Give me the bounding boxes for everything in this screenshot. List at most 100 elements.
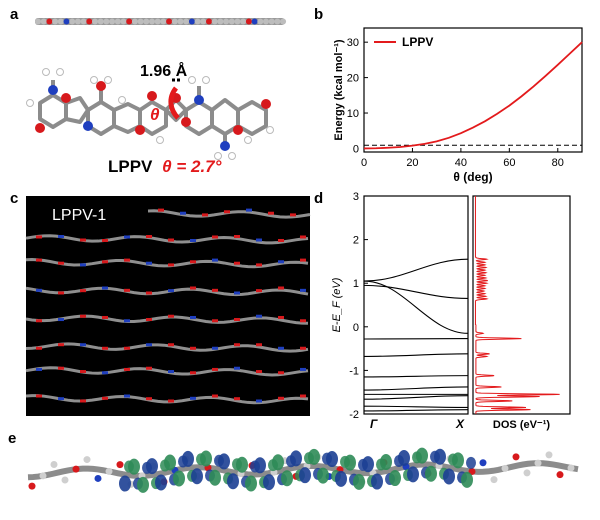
orbital-lobe <box>398 450 410 467</box>
heteroatom-mark <box>36 258 42 262</box>
side-view-atom <box>234 18 241 25</box>
orbital-lobe <box>146 458 158 475</box>
heteroatom-mark <box>168 399 174 403</box>
orbital-lobe <box>380 454 392 471</box>
orbital-lobe <box>290 450 302 467</box>
heteroatom-mark <box>146 366 152 370</box>
heteroatom-mark <box>80 343 86 347</box>
polymer-backbone <box>25 342 309 353</box>
atom <box>72 465 80 473</box>
atom <box>545 451 553 459</box>
side-view-atom <box>143 18 150 25</box>
orbital-lobe <box>389 470 401 487</box>
side-view-atom <box>131 18 138 25</box>
atom <box>479 459 487 467</box>
heteroatom-mark <box>234 343 240 347</box>
polymer-backbone <box>25 314 309 325</box>
heteroatom-mark <box>278 315 284 319</box>
side-view-atom <box>137 18 144 25</box>
heteroatom-mark <box>256 238 262 242</box>
heteroatom-mark <box>278 346 284 350</box>
heteroatom-mark <box>190 286 196 290</box>
heteroatom-mark <box>168 263 174 267</box>
heteroatom-mark <box>36 394 42 398</box>
orbital-lobe <box>155 474 167 491</box>
orbital-lobe <box>434 448 446 465</box>
side-view-atom <box>126 18 133 25</box>
side-view-atom <box>160 18 167 25</box>
hydrogen-atom <box>42 68 50 76</box>
band-line <box>363 386 469 391</box>
heteroatom-mark <box>168 289 174 293</box>
heteroatom-mark <box>212 288 218 292</box>
heteroatom-mark <box>58 291 64 295</box>
atom <box>523 469 531 477</box>
orbital-lobe <box>344 454 356 471</box>
heteroatom-mark <box>190 396 196 400</box>
band-line <box>363 395 469 400</box>
heteroatom-mark <box>300 394 306 398</box>
heteroatom-mark <box>234 318 240 322</box>
y-tick-label: 0 <box>353 143 359 155</box>
atom <box>490 476 498 484</box>
orbital-lobe <box>281 470 293 487</box>
y-tick-label: 30 <box>347 37 359 49</box>
orbital-lobe <box>452 452 464 469</box>
hydrogen-atom <box>156 136 164 144</box>
oxygen-atom <box>181 117 191 127</box>
side-view-atom <box>177 18 184 25</box>
y-tick-label: 20 <box>347 73 359 85</box>
orbital-lobe <box>416 447 428 464</box>
side-view-atom <box>114 18 121 25</box>
band-frame <box>363 195 469 415</box>
x-tick-label: 80 <box>552 157 564 169</box>
x-tick-label-x: X <box>455 417 465 431</box>
hydrogen-atom <box>188 76 196 84</box>
side-view-atom <box>166 18 173 25</box>
heteroatom-mark <box>124 394 130 398</box>
heteroatom-mark <box>124 235 130 239</box>
theta-arc <box>168 86 180 120</box>
y-tick-label: 0 <box>353 322 359 334</box>
band-line <box>363 405 469 409</box>
heteroatom-mark <box>300 367 306 371</box>
side-view-atom <box>188 18 195 25</box>
heteroatom-mark <box>234 366 240 370</box>
orbital-lobe <box>191 468 203 485</box>
orbital-lobe <box>299 467 311 484</box>
x-tick-label: 0 <box>361 157 367 169</box>
orbital-lobe <box>200 450 212 467</box>
heteroatom-mark <box>212 258 218 262</box>
side-view-atom <box>251 18 258 25</box>
heteroatom-mark <box>256 289 262 293</box>
side-view-atom <box>35 18 41 25</box>
heteroatom-mark <box>80 289 86 293</box>
molecule-caption: LPPV θ = 2.7° <box>108 157 222 176</box>
heteroatom-mark <box>146 261 152 265</box>
side-view-atom <box>57 18 64 25</box>
heteroatom-mark <box>58 397 64 401</box>
orbital-lobe <box>353 473 365 490</box>
heteroatom-mark <box>290 213 296 217</box>
y-axis-label: Energy (kcal mol⁻¹) <box>333 39 345 141</box>
side-view-atom <box>183 18 190 25</box>
heteroatom-mark <box>102 396 108 400</box>
bond-length-label: 1.96 Å <box>140 61 188 80</box>
oxygen-atom <box>61 93 71 103</box>
oxygen-atom <box>135 125 145 135</box>
side-view-atom <box>194 18 201 25</box>
hydrogen-atom <box>118 96 126 104</box>
theta-label: θ <box>150 105 160 124</box>
orbital-lobe <box>362 456 374 473</box>
hydrogen-atom <box>56 68 64 76</box>
hydrogen-atom <box>214 152 222 160</box>
side-view-atom <box>69 18 76 25</box>
nitrogen-atom <box>48 85 58 95</box>
heteroatom-mark <box>190 371 196 375</box>
heteroatom-mark <box>190 238 196 242</box>
heteroatom-mark <box>190 260 196 264</box>
oxygen-atom <box>147 91 157 101</box>
heteroatom-mark <box>146 397 152 401</box>
heteroatom-mark <box>158 208 164 212</box>
